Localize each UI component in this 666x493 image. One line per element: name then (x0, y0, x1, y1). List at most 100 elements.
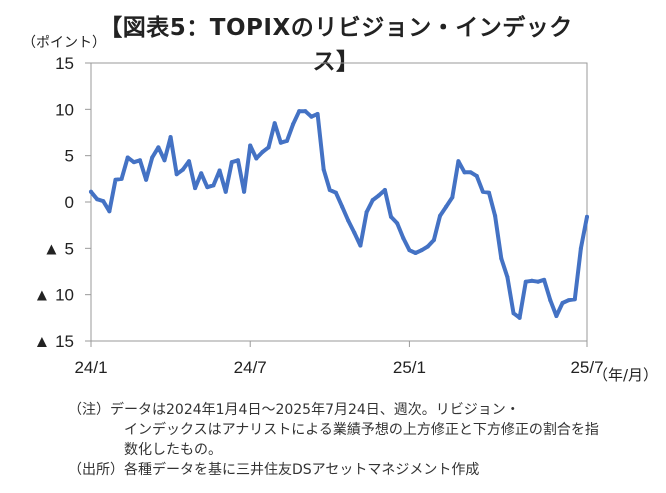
data-point (284, 138, 289, 143)
data-point (199, 171, 204, 176)
data-point (168, 135, 173, 140)
data-point (89, 189, 93, 194)
y-tick-label: ▲ 10 (34, 286, 74, 305)
data-point (462, 170, 467, 175)
x-tick-label: 25/7 (570, 358, 603, 377)
data-point (156, 145, 161, 150)
data-point (438, 213, 443, 218)
data-point (137, 158, 142, 163)
data-point (95, 197, 100, 202)
data-point (291, 122, 296, 127)
data-point (376, 193, 381, 198)
data-point (529, 278, 534, 283)
data-point (321, 167, 326, 172)
data-point (425, 244, 430, 249)
data-point (572, 297, 577, 302)
data-point (278, 140, 283, 145)
data-point (113, 177, 118, 182)
data-point (107, 209, 112, 214)
data-point (474, 174, 479, 179)
data-point (468, 170, 473, 175)
x-tick-label: 24/1 (74, 358, 107, 377)
data-point (174, 172, 179, 177)
data-point (266, 145, 271, 150)
data-point (511, 311, 516, 316)
data-point (315, 111, 320, 116)
data-point (186, 159, 191, 164)
data-point (566, 298, 571, 303)
data-point (431, 237, 436, 242)
data-point (125, 155, 130, 160)
data-point (554, 313, 559, 318)
data-point (346, 218, 351, 223)
data-point (456, 159, 461, 164)
x-axis-ticks: 24/1 24/7 25/1 25/7 (74, 341, 604, 377)
data-point (144, 177, 149, 182)
x-tick-label: 24/7 (234, 358, 267, 377)
data-point (101, 199, 106, 204)
data-point (217, 168, 222, 173)
y-tick-label: 10 (55, 100, 74, 119)
data-point (395, 221, 400, 226)
data-point (358, 243, 363, 248)
data-point (162, 158, 167, 163)
data-point (211, 183, 216, 188)
data-point (119, 176, 124, 181)
data-point (578, 246, 583, 251)
x-tick-label: 25/1 (393, 358, 426, 377)
data-point (340, 204, 345, 209)
data-point (480, 189, 485, 194)
data-point (382, 187, 387, 192)
data-point (180, 167, 185, 172)
y-tick-label: ▲ 5 (43, 239, 74, 258)
data-point (585, 214, 589, 219)
data-point (364, 210, 369, 215)
note-source: （出所）各種データを基に三井住友DSアセットマネジメント作成 (68, 462, 480, 478)
data-point (493, 213, 498, 218)
note-1-continuation: インデックスはアナリストによる業績予想の上方修正と下方修正の割合を指数化したもの… (124, 422, 599, 458)
y-axis-ticks: 15 10 5 0 ▲ 5 ▲ 10 ▲ 15 (34, 54, 91, 351)
data-point (352, 230, 357, 235)
data-point (542, 277, 547, 282)
data-point (401, 236, 406, 241)
data-point (309, 114, 314, 119)
data-point (242, 189, 247, 194)
y-tick-label: 0 (65, 193, 74, 212)
data-point (419, 248, 424, 253)
data-point (229, 160, 234, 165)
data-point (327, 187, 332, 192)
data-point (254, 156, 259, 161)
data-point (499, 256, 504, 261)
data-point (333, 190, 338, 195)
data-point (536, 279, 541, 284)
data-point (450, 195, 455, 200)
data-point (131, 160, 136, 165)
y-axis-unit-label: （ポイント） (22, 35, 106, 51)
data-point (389, 214, 394, 219)
data-point (413, 250, 418, 255)
data-point (444, 204, 449, 209)
x-axis-unit-label: （年/月） (593, 366, 659, 384)
note-1: （注）データは2024年1月4日～2025年7月24日、週次。リビジョン・ (68, 402, 520, 418)
y-tick-label: 15 (55, 54, 74, 73)
data-point (223, 189, 228, 194)
data-point (248, 143, 253, 148)
series-layer (89, 109, 589, 320)
y-tick-label: 5 (65, 147, 74, 166)
data-point (407, 248, 412, 253)
data-point (193, 186, 198, 191)
data-point (272, 121, 277, 126)
data-point (303, 109, 308, 114)
data-point (560, 301, 565, 306)
data-point (517, 315, 522, 320)
series-line (89, 109, 589, 320)
data-point (205, 185, 210, 190)
data-point (487, 190, 492, 195)
data-point (505, 275, 510, 280)
data-point (523, 279, 528, 284)
data-point (150, 155, 155, 160)
data-point (260, 149, 265, 154)
data-point (370, 198, 375, 203)
data-point (235, 158, 240, 163)
